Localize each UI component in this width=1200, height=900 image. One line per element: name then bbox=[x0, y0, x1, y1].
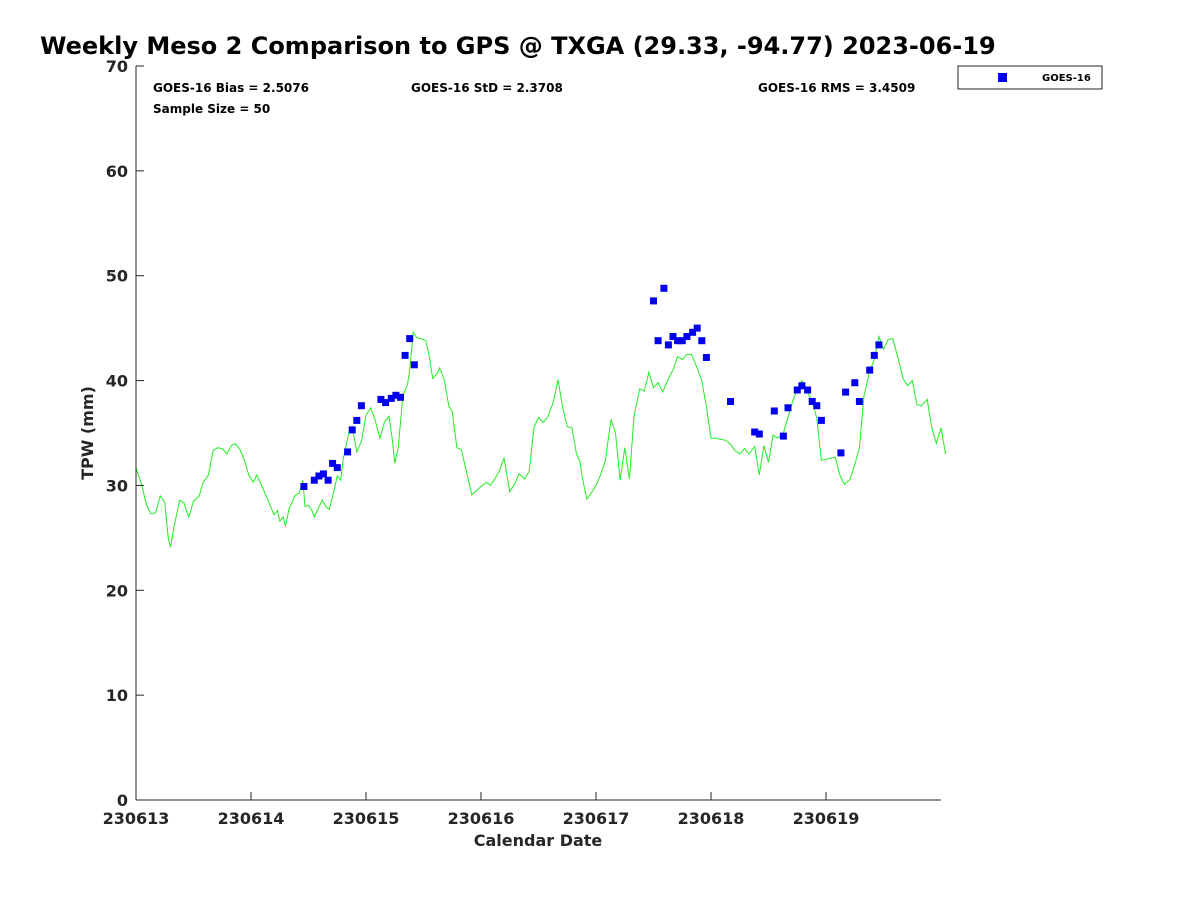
data-point-goes16 bbox=[770, 407, 778, 415]
data-point-goes16 bbox=[698, 337, 706, 345]
data-point-goes16 bbox=[348, 426, 356, 434]
x-tick-label: 230615 bbox=[333, 809, 400, 828]
legend: GOES-16 bbox=[957, 65, 1103, 90]
data-point-goes16 bbox=[410, 361, 418, 369]
data-point-goes16 bbox=[387, 394, 395, 402]
data-point-goes16 bbox=[669, 333, 677, 340]
data-point-goes16 bbox=[392, 391, 400, 399]
y-tick-label: 60 bbox=[106, 162, 128, 181]
data-point-goes16 bbox=[377, 395, 385, 403]
legend-marker-goes16 bbox=[998, 73, 1007, 82]
y-tick-label: 10 bbox=[106, 686, 128, 705]
x-tick-label: 230613 bbox=[103, 809, 170, 828]
data-point-goes16 bbox=[798, 382, 806, 390]
data-point-goes16 bbox=[315, 472, 323, 480]
data-point-goes16 bbox=[310, 476, 318, 484]
data-point-goes16 bbox=[837, 449, 845, 457]
x-tick-label: 230616 bbox=[448, 809, 515, 828]
data-point-goes16 bbox=[650, 297, 657, 305]
data-point-goes16 bbox=[804, 386, 812, 394]
data-point-goes16 bbox=[727, 398, 734, 405]
data-point-goes16 bbox=[693, 324, 701, 332]
data-point-goes16 bbox=[702, 354, 710, 361]
y-tick-label: 0 bbox=[117, 791, 128, 810]
data-point-goes16 bbox=[353, 416, 361, 424]
axes-layer bbox=[135, 66, 941, 801]
data-point-goes16 bbox=[401, 351, 409, 359]
data-point-goes16 bbox=[333, 464, 341, 472]
data-point-goes16 bbox=[855, 398, 863, 405]
stat-sample-size: Sample Size = 50 bbox=[153, 102, 270, 116]
data-point-goes16 bbox=[842, 388, 850, 396]
x-tick-label: 230617 bbox=[563, 809, 630, 828]
data-point-goes16 bbox=[875, 341, 883, 349]
data-point-goes16 bbox=[793, 386, 801, 394]
data-point-goes16 bbox=[674, 337, 682, 345]
x-tick-label: 230619 bbox=[793, 809, 860, 828]
data-point-goes16 bbox=[406, 335, 414, 343]
y-tick-label: 30 bbox=[106, 476, 128, 495]
legend-label-goes16: GOES-16 bbox=[1042, 73, 1091, 84]
stat-bias: GOES-16 Bias = 2.5076 bbox=[153, 81, 309, 95]
y-ticks: 0 10 20 30 40 50 60 70 bbox=[106, 57, 144, 810]
data-point-goes16 bbox=[808, 398, 816, 405]
y-tick-label: 20 bbox=[106, 581, 128, 600]
data-point-goes16 bbox=[324, 476, 332, 484]
x-axis-label: Calendar Date bbox=[474, 831, 603, 850]
data-point-goes16 bbox=[654, 337, 662, 345]
series-layer bbox=[135, 284, 947, 548]
plot-area-background bbox=[136, 66, 941, 800]
data-point-goes16 bbox=[357, 402, 365, 410]
y-tick-label: 40 bbox=[106, 372, 128, 391]
data-point-goes16 bbox=[664, 341, 672, 349]
data-point-goes16 bbox=[329, 459, 337, 467]
data-point-goes16 bbox=[851, 379, 859, 387]
x-tick-label: 230614 bbox=[218, 809, 285, 828]
chart-title: Weekly Meso 2 Comparison to GPS @ TXGA (… bbox=[40, 32, 996, 60]
legend-box bbox=[957, 65, 1103, 90]
stats-annotations: GOES-16 Bias = 2.5076 GOES-16 StD = 2.37… bbox=[153, 81, 915, 116]
plot-area bbox=[136, 66, 941, 800]
data-point-goes16 bbox=[660, 284, 668, 292]
data-point-goes16 bbox=[870, 351, 878, 359]
y-axis-label: TPW (mm) bbox=[78, 386, 97, 480]
stat-rms: GOES-16 RMS = 3.4509 bbox=[758, 81, 915, 95]
data-point-goes16 bbox=[779, 432, 787, 440]
data-point-goes16 bbox=[689, 328, 697, 336]
data-point-goes16 bbox=[397, 393, 404, 401]
data-point-goes16 bbox=[683, 333, 691, 340]
data-point-goes16 bbox=[817, 416, 825, 424]
data-point-goes16 bbox=[813, 402, 821, 410]
stat-std: GOES-16 StD = 2.3708 bbox=[411, 81, 563, 95]
data-point-goes16 bbox=[382, 399, 390, 407]
data-point-goes16 bbox=[678, 337, 686, 345]
y-tick-label: 50 bbox=[106, 267, 128, 286]
data-point-goes16 bbox=[751, 428, 759, 436]
data-point-goes16 bbox=[344, 448, 352, 456]
data-point-goes16 bbox=[300, 483, 308, 490]
data-point-goes16 bbox=[319, 470, 327, 478]
x-ticks: 230613 230614 230615 230616 230617 230618 2306… bbox=[103, 792, 860, 828]
x-tick-label: 230618 bbox=[678, 809, 745, 828]
data-point-goes16 bbox=[784, 404, 792, 412]
data-point-goes16 bbox=[755, 430, 763, 438]
y-tick-label: 70 bbox=[106, 57, 128, 76]
data-point-goes16 bbox=[866, 366, 874, 374]
